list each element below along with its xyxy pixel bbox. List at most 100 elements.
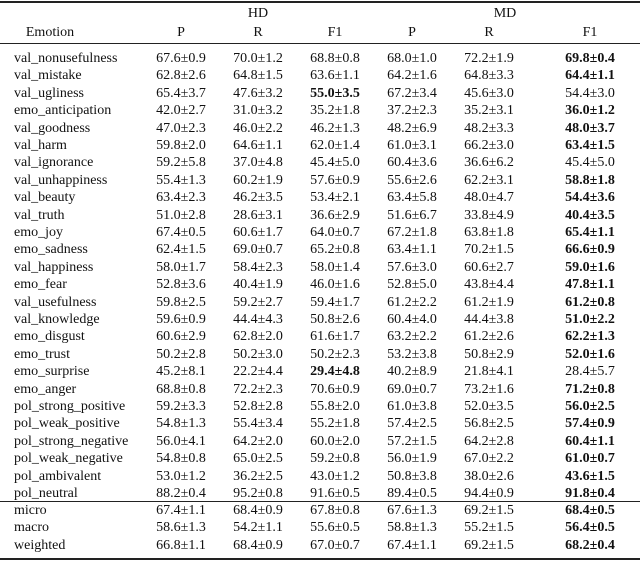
table-row: pol_ambivalent 53.0±1.2 36.2±2.5 43.0±1.2 50… (0, 468, 640, 485)
value-cell: 44.4±4.3 (233, 312, 283, 327)
table-row: emo_trust 50.2±2.8 50.2±3.0 50.2±2.3 53.2±3.… (0, 346, 640, 363)
value-cell: 61.0±3.1 (387, 138, 437, 153)
value-cell: 91.6±0.5 (310, 486, 360, 501)
row-label: val_ignorance (14, 155, 94, 171)
value-cell: 61.2±0.8 (565, 294, 615, 310)
value-cell: 67.6±1.3 (387, 503, 437, 518)
summary-row: micro 67.4±1.1 68.4±0.9 67.8±0.8 67.6±1.3 69.… (0, 502, 640, 519)
column-header-hd-r: R (253, 25, 263, 40)
value-cell: 68.4±0.9 (233, 503, 283, 518)
value-cell: 46.2±3.5 (233, 190, 283, 206)
value-cell: 36.0±1.2 (565, 103, 615, 119)
table-row: pol_strong_negative 56.0±4.1 64.2±2.0 60.0±… (0, 433, 640, 450)
value-cell: 59.2±2.7 (233, 294, 283, 310)
value-cell: 69.0±0.7 (233, 242, 283, 258)
value-cell: 52.8±5.0 (387, 277, 437, 293)
top-rule (0, 1, 640, 3)
value-cell: 48.2±6.9 (387, 120, 437, 136)
table-row: val_beauty 63.4±2.3 46.2±3.5 53.4±2.1 63.4±5… (0, 189, 640, 206)
value-cell: 56.8±2.5 (464, 416, 514, 432)
value-cell: 60.0±2.0 (310, 433, 360, 449)
value-cell: 62.8±2.0 (233, 329, 283, 345)
value-cell: 59.6±0.9 (156, 312, 206, 327)
value-cell: 67.2±1.8 (387, 225, 437, 240)
row-label: val_ugliness (14, 85, 84, 101)
value-cell: 50.2±2.8 (156, 346, 206, 362)
table-row: val_knowledge 59.6±0.9 44.4±4.3 50.8±2.6 60.… (0, 311, 640, 328)
value-cell: 58.8±1.3 (387, 520, 437, 536)
row-label: emo_trust (14, 346, 70, 362)
header-rule (0, 43, 640, 44)
value-cell: 62.8±2.6 (156, 68, 206, 84)
value-cell: 62.4±1.5 (156, 242, 206, 258)
value-cell: 53.0±1.2 (156, 468, 206, 484)
row-label: emo_anticipation (14, 103, 112, 119)
value-cell: 22.2±4.4 (233, 364, 283, 380)
value-cell: 60.2±1.9 (233, 172, 283, 188)
value-cell: 54.4±3.0 (565, 85, 615, 101)
value-cell: 38.0±2.6 (464, 468, 514, 484)
row-label: emo_anger (14, 381, 77, 397)
row-label: val_happiness (14, 259, 94, 275)
value-cell: 42.0±2.7 (156, 103, 206, 119)
value-cell: 45.4±5.0 (565, 155, 615, 171)
value-cell: 56.0±1.9 (387, 451, 437, 467)
value-cell: 43.0±1.2 (310, 468, 360, 484)
value-cell: 94.4±0.9 (464, 486, 514, 501)
row-label: emo_sadness (14, 242, 88, 258)
value-cell: 47.0±2.3 (156, 120, 206, 136)
value-cell: 33.8±4.9 (464, 207, 514, 223)
value-cell: 67.2±3.4 (387, 85, 437, 101)
value-cell: 63.4±2.3 (156, 190, 206, 206)
value-cell: 54.8±0.8 (156, 451, 206, 467)
value-cell: 28.4±5.7 (565, 364, 615, 380)
value-cell: 61.2±1.9 (464, 294, 514, 310)
value-cell: 60.6±2.9 (156, 329, 206, 345)
value-cell: 58.0±1.4 (310, 259, 360, 275)
value-cell: 59.2±3.3 (156, 399, 206, 414)
table-row: pol_weak_negative 54.8±0.8 65.0±2.5 59.2±0.… (0, 450, 640, 467)
value-cell: 68.8±0.8 (156, 381, 206, 397)
value-cell: 48.0±4.7 (464, 190, 514, 206)
value-cell: 62.0±1.4 (310, 138, 360, 153)
value-cell: 70.6±0.9 (310, 381, 360, 397)
value-cell: 60.4±3.6 (387, 155, 437, 171)
value-cell: 47.6±3.2 (233, 85, 283, 101)
value-cell: 64.8±1.5 (233, 68, 283, 84)
value-cell: 63.8±1.8 (464, 225, 514, 240)
table-row: val_unhappiness 55.4±1.3 60.2±1.9 57.6±0.9 5… (0, 172, 640, 189)
value-cell: 67.8±0.8 (310, 503, 360, 518)
value-cell: 37.2±2.3 (387, 103, 437, 119)
value-cell: 21.8±4.1 (464, 364, 514, 380)
value-cell: 57.4±2.5 (387, 416, 437, 432)
value-cell: 46.2±1.3 (310, 120, 360, 136)
value-cell: 57.2±1.5 (387, 433, 437, 449)
value-cell: 63.2±2.2 (387, 329, 437, 345)
table-row: val_usefulness 59.8±2.5 59.2±2.7 59.4±1.7 61… (0, 294, 640, 311)
value-cell: 63.4±1.1 (387, 242, 437, 258)
value-cell: 40.4±1.9 (233, 277, 283, 293)
row-label: val_truth (14, 207, 65, 223)
value-cell: 55.6±2.6 (387, 172, 437, 188)
value-cell: 54.4±3.6 (565, 190, 615, 206)
value-cell: 59.0±1.6 (565, 259, 615, 275)
value-cell: 35.2±1.8 (310, 103, 360, 119)
column-header-md-p: P (408, 25, 416, 40)
value-cell: 60.4±4.0 (387, 312, 437, 327)
value-cell: 67.4±1.1 (387, 537, 437, 553)
row-label: emo_disgust (14, 329, 85, 345)
row-label: val_beauty (14, 190, 76, 206)
table-row: val_ugliness 65.4±3.7 47.6±3.2 55.0±3.5 67.2… (0, 85, 640, 102)
row-label: val_unhappiness (14, 172, 108, 188)
table-row: emo_joy 67.4±0.5 60.6±1.7 64.0±0.7 67.2±1.8 6… (0, 224, 640, 241)
table-row: pol_weak_positive 54.8±1.3 55.4±3.4 55.2±1.… (0, 415, 640, 432)
value-cell: 68.4±0.5 (565, 503, 615, 518)
value-cell: 57.6±3.0 (387, 259, 437, 275)
table-row: emo_surprise 45.2±8.1 22.2±4.4 29.4±4.8 40.2… (0, 363, 640, 380)
value-cell: 50.8±2.6 (310, 312, 360, 327)
group-header-md: MD (493, 6, 517, 21)
column-header-md-f1: F1 (582, 25, 598, 40)
row-label: pol_strong_positive (14, 399, 126, 414)
value-cell: 91.8±0.4 (565, 486, 615, 501)
row-label: pol_strong_negative (14, 433, 129, 449)
